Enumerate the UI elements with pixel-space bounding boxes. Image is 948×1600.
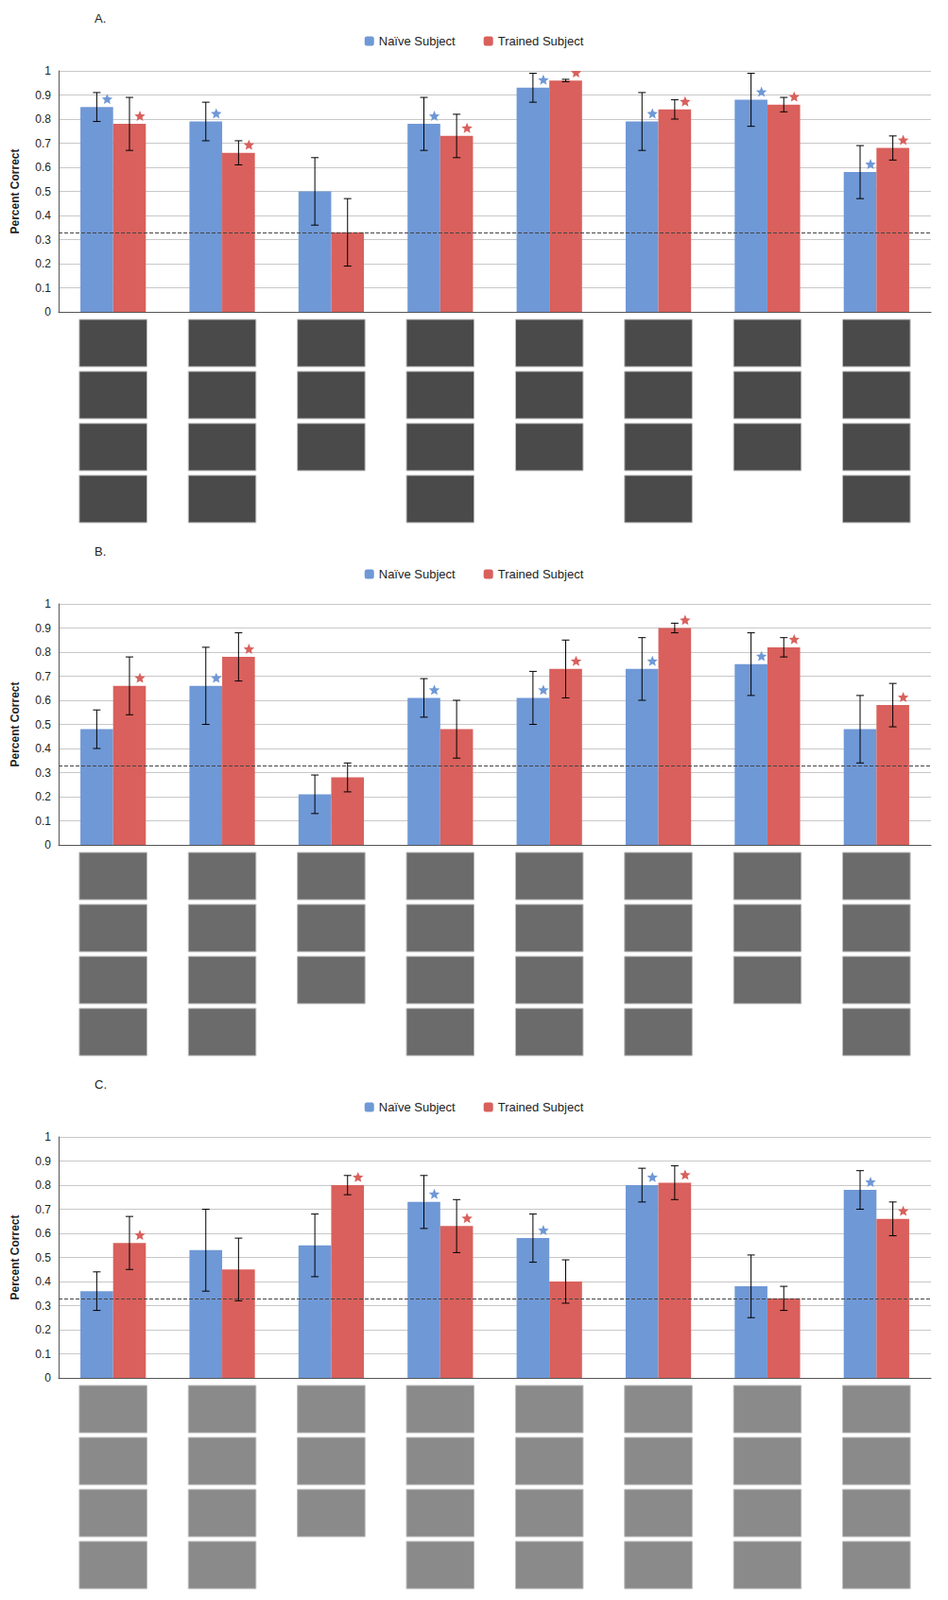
svg-text:0: 0 (44, 838, 52, 852)
svg-text:Percent Correct: Percent Correct (8, 1214, 22, 1300)
svg-text:Naïve Subject: Naïve Subject (379, 34, 456, 49)
svg-text:C.: C. (94, 1077, 107, 1092)
svg-text:Naïve Subject: Naïve Subject (379, 1100, 456, 1115)
svg-text:0.7: 0.7 (34, 670, 52, 684)
svg-text:Percent Correct: Percent Correct (8, 681, 22, 767)
svg-text:0.5: 0.5 (34, 718, 52, 732)
svg-text:Trained Subject: Trained Subject (498, 34, 585, 49)
svg-text:1: 1 (44, 1130, 52, 1144)
svg-text:A.: A. (94, 11, 106, 26)
svg-text:0.8: 0.8 (34, 645, 52, 659)
svg-text:0.4: 0.4 (34, 1275, 52, 1289)
svg-text:0.2: 0.2 (34, 257, 52, 271)
svg-text:0.9: 0.9 (34, 88, 52, 103)
svg-text:0.3: 0.3 (34, 766, 52, 780)
svg-text:1: 1 (44, 597, 52, 611)
svg-text:0.6: 0.6 (34, 693, 52, 707)
svg-text:1: 1 (44, 64, 52, 78)
svg-text:0.2: 0.2 (34, 1323, 52, 1337)
svg-text:Trained Subject: Trained Subject (498, 567, 585, 582)
svg-text:0.7: 0.7 (34, 137, 52, 151)
svg-text:0.4: 0.4 (34, 741, 52, 756)
svg-text:0.5: 0.5 (34, 185, 52, 199)
svg-text:Naïve Subject: Naïve Subject (379, 567, 456, 582)
svg-text:0.3: 0.3 (34, 1299, 52, 1313)
svg-text:Trained Subject: Trained Subject (498, 1100, 585, 1115)
svg-text:0.7: 0.7 (34, 1203, 52, 1217)
svg-text:0.8: 0.8 (34, 112, 52, 126)
svg-text:0.6: 0.6 (34, 160, 52, 174)
svg-text:0.3: 0.3 (34, 233, 52, 247)
svg-text:0.1: 0.1 (34, 1347, 52, 1362)
svg-text:0: 0 (44, 1371, 52, 1385)
svg-text:0.5: 0.5 (34, 1251, 52, 1265)
svg-text:0.1: 0.1 (34, 814, 52, 828)
svg-text:0.9: 0.9 (34, 1154, 52, 1169)
svg-text:0.1: 0.1 (34, 281, 52, 295)
svg-text:0.4: 0.4 (34, 208, 52, 223)
svg-text:B.: B. (94, 544, 106, 559)
svg-text:0: 0 (44, 305, 52, 319)
svg-text:0.2: 0.2 (34, 790, 52, 804)
svg-text:Percent Correct: Percent Correct (8, 148, 22, 234)
svg-text:0.6: 0.6 (34, 1226, 52, 1241)
svg-text:0.8: 0.8 (34, 1178, 52, 1192)
svg-text:0.9: 0.9 (34, 621, 52, 636)
